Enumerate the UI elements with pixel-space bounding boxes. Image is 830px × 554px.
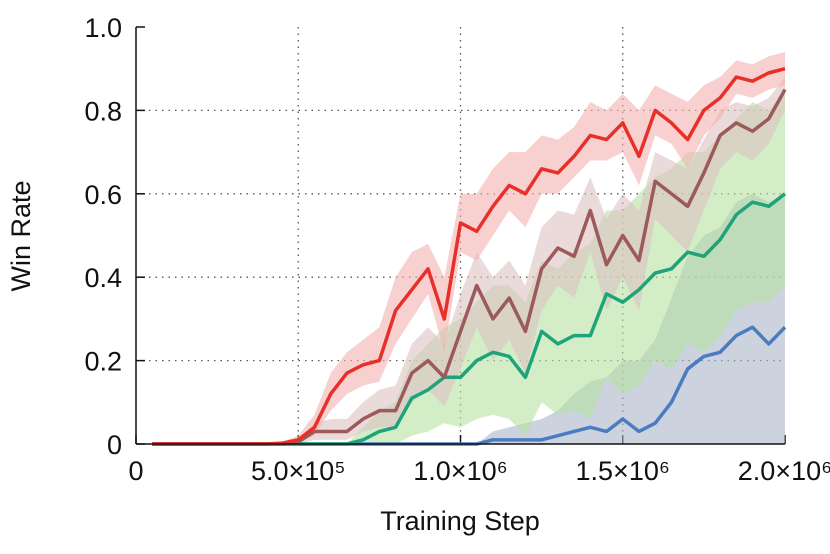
y-axis-label: Win Rate [6, 180, 36, 291]
y-tick-label: 0.4 [84, 263, 122, 293]
y-tick-label: 0.8 [84, 96, 122, 126]
x-tick-label: 1.0×10⁶ [413, 456, 507, 486]
y-tick-label: 1.0 [84, 13, 122, 43]
y-tick-label: 0.6 [84, 180, 122, 210]
x-axis-label: Training Step [380, 506, 540, 536]
confidence-band [152, 52, 786, 445]
x-tick-label: 1.5×10⁶ [576, 456, 670, 486]
y-tick-label: 0 [107, 430, 122, 460]
x-tick-label: 5.0×10⁵ [251, 456, 346, 486]
x-tick-label: 2.0×10⁶ [738, 456, 830, 486]
y-tick-label: 0.2 [84, 347, 122, 377]
confidence-band [152, 93, 786, 444]
x-tick-label: 0 [128, 456, 143, 486]
